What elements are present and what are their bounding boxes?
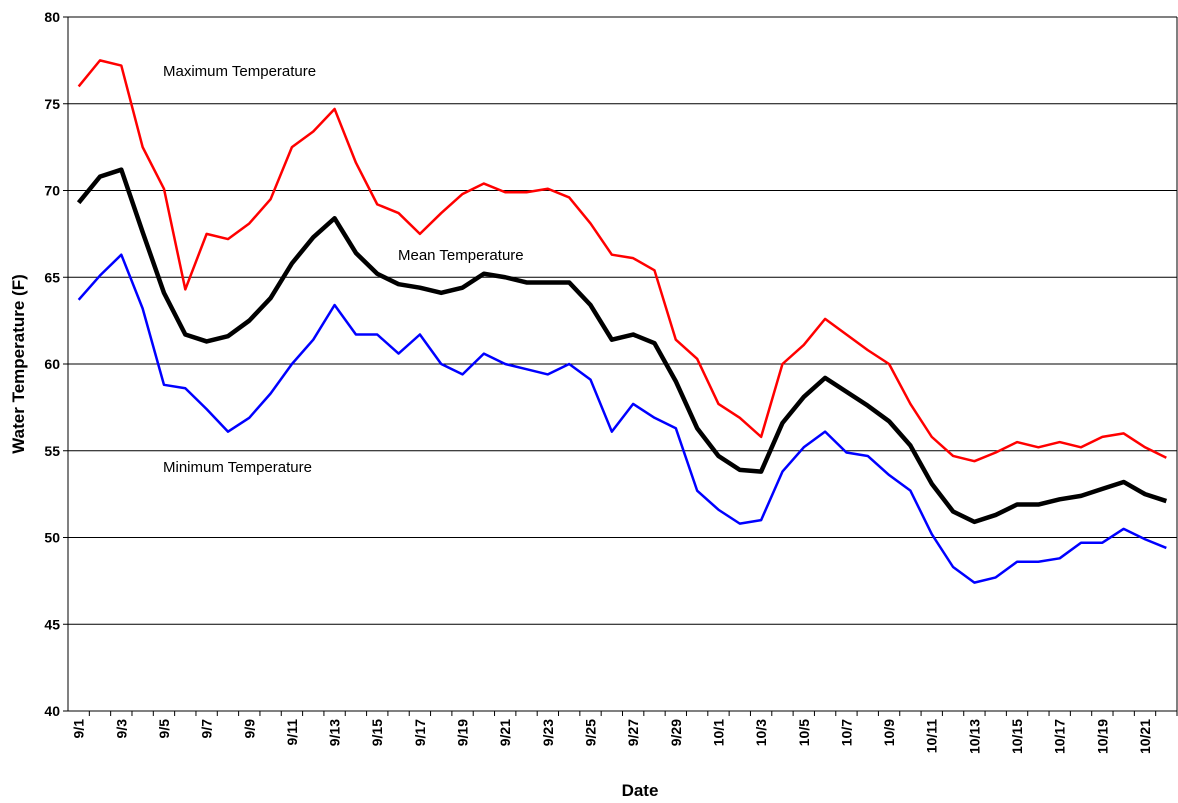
x-tick-label: 9/11 bbox=[284, 719, 300, 746]
x-tick-label: 9/15 bbox=[369, 719, 385, 746]
x-tick-label: 9/17 bbox=[412, 719, 428, 746]
x-tick-label: 10/13 bbox=[966, 719, 982, 754]
x-tick-label: 10/21 bbox=[1137, 719, 1153, 754]
x-tick-label: 10/15 bbox=[1009, 719, 1025, 754]
x-tick-label: 9/13 bbox=[327, 719, 343, 746]
series-line bbox=[77, 59, 1167, 463]
y-axis-title: Water Temperature (F) bbox=[9, 274, 28, 453]
annotation: Mean Temperature bbox=[398, 247, 524, 264]
x-tick-label: 9/5 bbox=[156, 719, 172, 739]
x-tick-label: 9/23 bbox=[540, 719, 556, 746]
x-tick-label: 10/7 bbox=[838, 719, 854, 746]
y-tick-label: 50 bbox=[44, 530, 60, 546]
y-tick-label: 65 bbox=[44, 269, 60, 285]
x-tick-label: 9/19 bbox=[455, 719, 471, 746]
y-tick-label: 70 bbox=[44, 183, 60, 199]
x-tick-label: 10/17 bbox=[1052, 719, 1068, 754]
x-tick-label: 10/5 bbox=[796, 719, 812, 746]
x-tick-label: 9/1 bbox=[71, 719, 87, 739]
x-tick-label: 10/1 bbox=[710, 719, 726, 746]
x-tick-label: 9/9 bbox=[241, 719, 257, 739]
x-tick-label: 10/9 bbox=[881, 719, 897, 746]
y-tick-label: 60 bbox=[44, 356, 60, 372]
x-tick-label: 9/29 bbox=[668, 719, 684, 746]
x-tick-label: 9/21 bbox=[497, 719, 513, 746]
y-tick-label: 40 bbox=[44, 703, 60, 719]
x-tick-label: 9/27 bbox=[625, 719, 641, 746]
x-tick-label: 10/11 bbox=[924, 719, 940, 753]
x-tick-label: 9/7 bbox=[199, 719, 215, 739]
x-axis-title: Date bbox=[622, 781, 659, 800]
series-line bbox=[76, 167, 1168, 525]
x-tick-label: 10/3 bbox=[753, 719, 769, 746]
y-tick-label: 55 bbox=[44, 443, 60, 459]
x-tick-label: 9/25 bbox=[583, 719, 599, 746]
annotation: Maximum Temperature bbox=[163, 63, 316, 80]
series-line bbox=[77, 253, 1167, 584]
x-tick-label: 10/19 bbox=[1094, 719, 1110, 754]
annotation: Minimum Temperature bbox=[163, 459, 312, 476]
y-tick-label: 45 bbox=[44, 616, 60, 632]
y-tick-label: 75 bbox=[44, 96, 60, 112]
y-tick-label: 80 bbox=[44, 9, 60, 25]
x-tick-label: 9/3 bbox=[113, 719, 129, 739]
